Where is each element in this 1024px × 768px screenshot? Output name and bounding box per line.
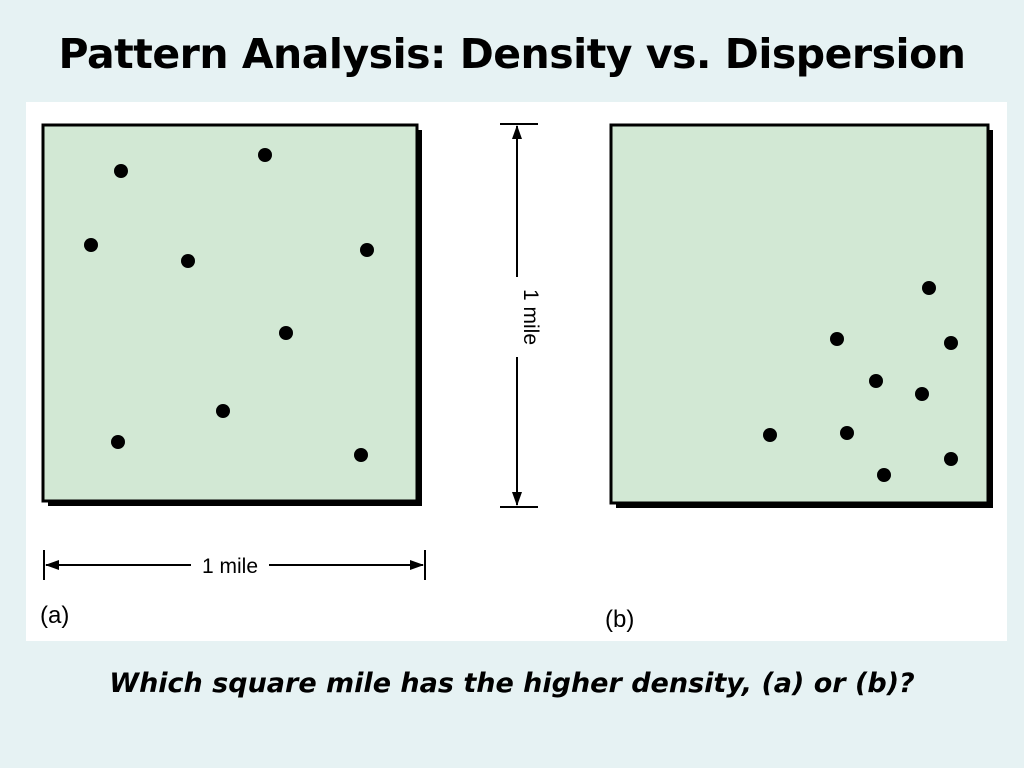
density-dispersion-figure: 1 mile 1 mile (a) (b) <box>40 123 993 633</box>
point <box>181 254 195 268</box>
point <box>915 387 929 401</box>
point <box>216 404 230 418</box>
point <box>360 243 374 257</box>
panel-label-a: (a) <box>40 602 69 629</box>
vertical-scale-bar: 1 mile <box>500 123 542 508</box>
point <box>111 435 125 449</box>
point <box>114 164 128 178</box>
horizontal-scale-bar: 1 mile <box>43 550 426 580</box>
point <box>84 238 98 252</box>
square-a <box>41 123 422 506</box>
points-b <box>763 281 958 482</box>
point <box>922 281 936 295</box>
question-caption: Which square mile has the higher density… <box>109 668 915 699</box>
point <box>877 468 891 482</box>
horizontal-scale-label: 1 mile <box>202 555 258 578</box>
point <box>944 336 958 350</box>
point <box>763 428 777 442</box>
square-b <box>609 123 993 508</box>
figure-panel: 1 mile 1 mile (a) (b) <box>26 102 1007 641</box>
panel-label-b: (b) <box>605 606 634 633</box>
point <box>279 326 293 340</box>
point <box>354 448 368 462</box>
point <box>258 148 272 162</box>
point <box>840 426 854 440</box>
point <box>869 374 883 388</box>
vertical-scale-label: 1 mile <box>519 289 542 345</box>
points-a <box>84 148 374 462</box>
point <box>944 452 958 466</box>
point <box>830 332 844 346</box>
slide-title: Pattern Analysis: Density vs. Dispersion <box>58 30 966 78</box>
